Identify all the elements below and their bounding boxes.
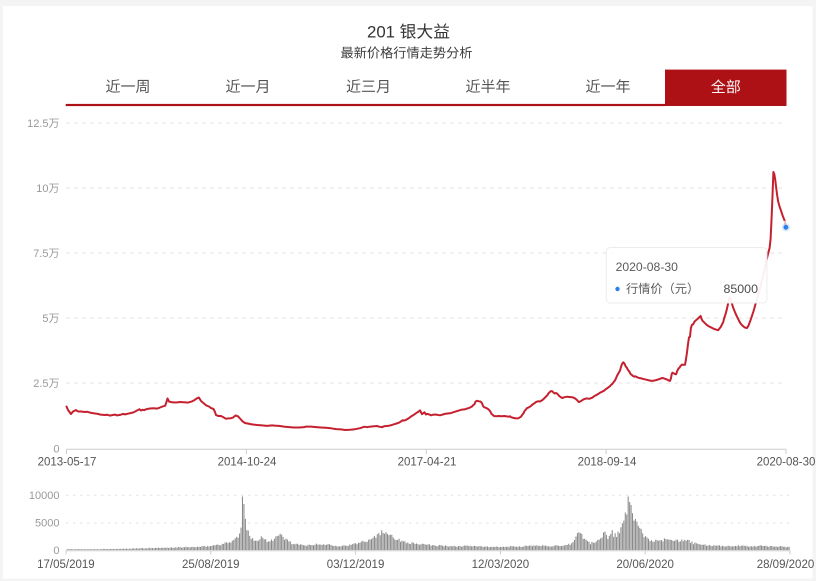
svg-text:10000: 10000 xyxy=(29,490,60,502)
svg-text:12.5: 12.5 xyxy=(27,118,48,130)
svg-text:20/06/2020: 20/06/2020 xyxy=(616,559,674,571)
svg-text:28/09/2020: 28/09/2020 xyxy=(757,559,815,571)
svg-text:2020-08-30: 2020-08-30 xyxy=(616,260,679,274)
svg-text:0: 0 xyxy=(53,444,59,456)
svg-text:0: 0 xyxy=(53,545,59,557)
svg-text:2020-08-30: 2020-08-30 xyxy=(757,456,816,468)
svg-text:12/03/2020: 12/03/2020 xyxy=(472,559,530,571)
svg-text:10: 10 xyxy=(36,183,48,195)
svg-text:5: 5 xyxy=(42,313,48,325)
svg-text:2018-09-14: 2018-09-14 xyxy=(578,456,637,468)
svg-text:85000: 85000 xyxy=(724,282,759,296)
svg-text:2017-04-21: 2017-04-21 xyxy=(398,456,457,468)
svg-text:2014-10-24: 2014-10-24 xyxy=(218,456,277,468)
svg-text:25/08/2019: 25/08/2019 xyxy=(182,559,240,571)
svg-text:5000: 5000 xyxy=(35,518,59,530)
svg-text:03/12/2019: 03/12/2019 xyxy=(327,559,385,571)
svg-text:201: 201 xyxy=(367,23,395,42)
svg-text:7.5: 7.5 xyxy=(33,248,48,260)
svg-text:2.5: 2.5 xyxy=(33,378,48,390)
svg-text:2013-05-17: 2013-05-17 xyxy=(38,456,97,468)
svg-text:17/05/2019: 17/05/2019 xyxy=(37,559,95,571)
